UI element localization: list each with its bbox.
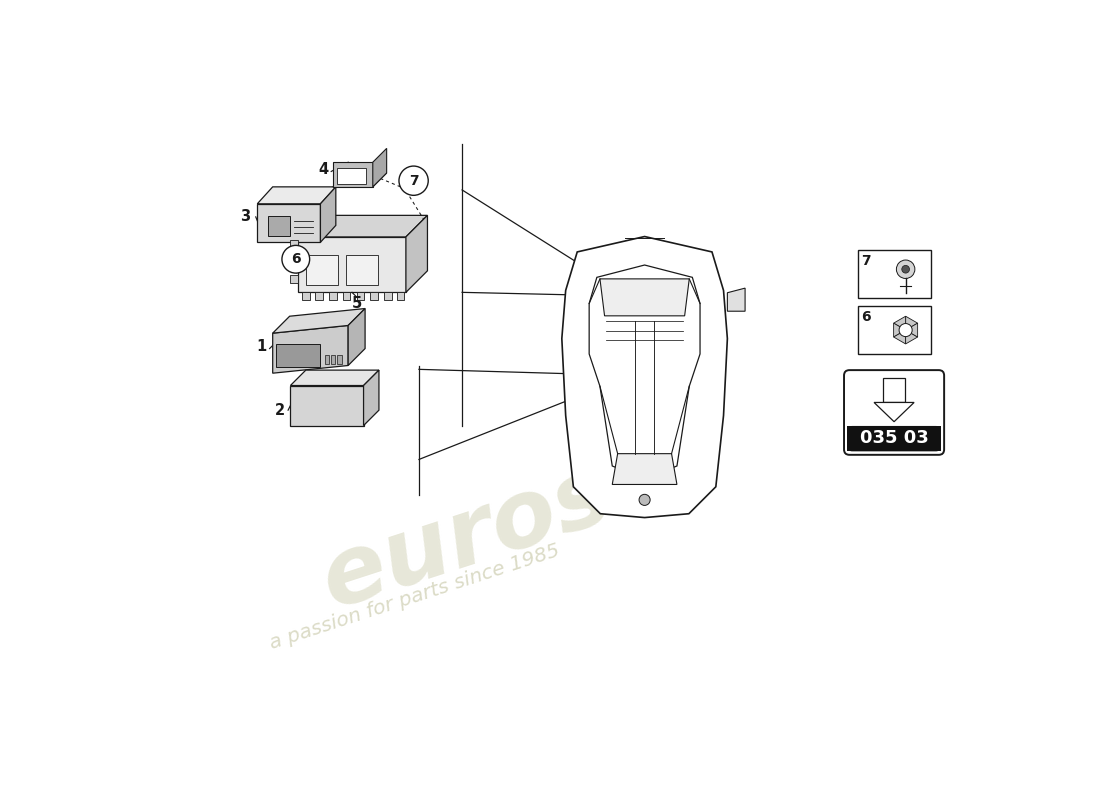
Bar xyxy=(290,275,298,283)
Bar xyxy=(384,292,392,300)
Text: euros: euros xyxy=(310,448,623,628)
Text: 7: 7 xyxy=(861,254,870,268)
Text: 5: 5 xyxy=(352,297,363,311)
Bar xyxy=(290,258,298,266)
Polygon shape xyxy=(613,454,676,485)
Polygon shape xyxy=(905,323,917,337)
Polygon shape xyxy=(727,288,745,311)
Bar xyxy=(315,292,322,300)
Bar xyxy=(301,292,309,300)
Polygon shape xyxy=(893,316,905,330)
Circle shape xyxy=(896,260,915,278)
Polygon shape xyxy=(590,265,700,479)
Text: 2: 2 xyxy=(275,402,286,418)
FancyBboxPatch shape xyxy=(847,426,940,451)
Bar xyxy=(883,378,905,402)
Text: 4: 4 xyxy=(318,162,329,177)
Bar xyxy=(329,292,337,300)
Polygon shape xyxy=(905,316,917,330)
Bar xyxy=(326,354,329,364)
Bar xyxy=(343,292,351,300)
Text: 6: 6 xyxy=(292,252,300,266)
Bar xyxy=(345,255,378,285)
Polygon shape xyxy=(320,187,336,242)
Polygon shape xyxy=(257,204,320,242)
Bar xyxy=(858,306,931,354)
Polygon shape xyxy=(406,215,428,292)
Bar xyxy=(338,354,342,364)
Polygon shape xyxy=(893,330,905,344)
Text: a passion for parts since 1985: a passion for parts since 1985 xyxy=(267,541,562,653)
Polygon shape xyxy=(257,187,336,204)
Text: 1: 1 xyxy=(256,338,267,354)
Circle shape xyxy=(282,246,310,273)
Polygon shape xyxy=(273,326,348,373)
Polygon shape xyxy=(298,237,406,292)
Text: 6: 6 xyxy=(861,310,870,324)
Polygon shape xyxy=(874,402,914,422)
Bar xyxy=(276,344,320,367)
Bar xyxy=(847,426,940,451)
Bar xyxy=(858,250,931,298)
Polygon shape xyxy=(273,309,365,333)
Circle shape xyxy=(639,494,650,506)
Bar xyxy=(290,240,298,248)
Text: 035 03: 035 03 xyxy=(860,429,928,447)
Circle shape xyxy=(399,166,428,195)
Bar xyxy=(306,255,338,285)
Text: 7: 7 xyxy=(409,174,418,188)
Polygon shape xyxy=(290,386,363,426)
Bar xyxy=(356,292,364,300)
Polygon shape xyxy=(290,370,378,386)
Polygon shape xyxy=(893,323,905,337)
Bar xyxy=(371,292,378,300)
Polygon shape xyxy=(600,279,690,316)
Bar xyxy=(397,292,405,300)
FancyBboxPatch shape xyxy=(844,370,944,455)
Polygon shape xyxy=(332,173,387,187)
Polygon shape xyxy=(298,215,428,237)
Polygon shape xyxy=(373,148,387,187)
Polygon shape xyxy=(363,370,378,426)
Circle shape xyxy=(899,323,912,337)
Bar xyxy=(331,354,335,364)
Text: 3: 3 xyxy=(240,210,250,224)
Bar xyxy=(337,168,366,184)
Bar xyxy=(268,216,289,236)
Circle shape xyxy=(902,266,910,273)
Polygon shape xyxy=(562,237,727,518)
Polygon shape xyxy=(332,162,373,187)
Polygon shape xyxy=(905,330,917,344)
Polygon shape xyxy=(348,309,365,366)
